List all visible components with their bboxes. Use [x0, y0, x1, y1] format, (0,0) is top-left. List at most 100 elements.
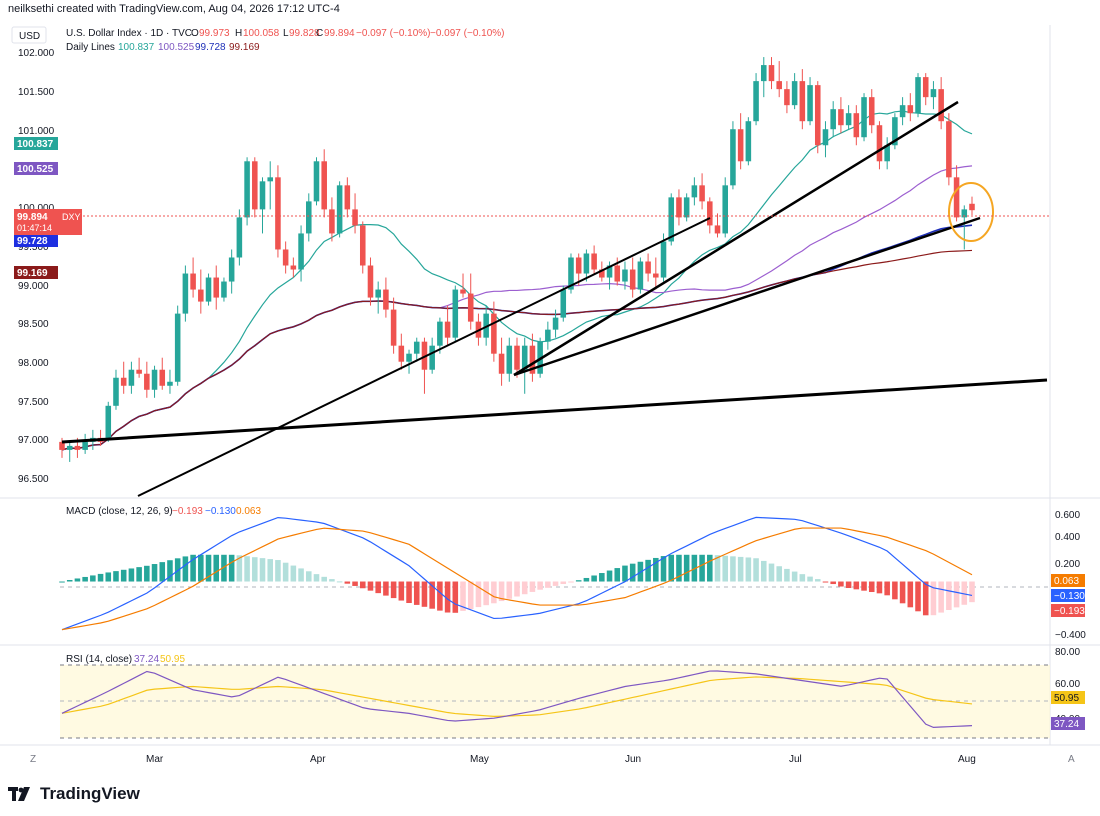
candle-body[interactable]: [784, 89, 790, 106]
candle-body[interactable]: [82, 441, 88, 450]
candle-body[interactable]: [668, 197, 675, 242]
candle-body[interactable]: [483, 313, 489, 338]
candle-body[interactable]: [66, 445, 73, 450]
candle-body[interactable]: [884, 145, 890, 162]
candle-body[interactable]: [575, 257, 582, 274]
candle-body[interactable]: [969, 203, 975, 211]
candle-body[interactable]: [892, 117, 898, 146]
candle-body[interactable]: [383, 289, 389, 310]
candlesticks[interactable]: [59, 57, 975, 462]
candle-body[interactable]: [282, 249, 289, 266]
candle-body[interactable]: [599, 269, 605, 278]
candle-body[interactable]: [59, 441, 65, 450]
candle-body[interactable]: [429, 345, 435, 370]
candle-body[interactable]: [252, 161, 258, 210]
candle-body[interactable]: [753, 81, 759, 122]
candle-body[interactable]: [367, 265, 374, 298]
highlight-circle[interactable]: [948, 182, 994, 242]
auto-scale-button[interactable]: A: [1068, 754, 1075, 765]
candle-body[interactable]: [915, 77, 921, 114]
candle-body[interactable]: [413, 341, 420, 354]
candle-body[interactable]: [452, 289, 459, 338]
candle-body[interactable]: [205, 277, 212, 302]
trendline-lower[interactable]: [513, 216, 981, 377]
candle-body[interactable]: [730, 129, 736, 186]
candle-body[interactable]: [614, 265, 621, 282]
candle-body[interactable]: [506, 345, 513, 374]
candle-body[interactable]: [128, 369, 135, 386]
candle-body[interactable]: [707, 201, 713, 226]
candle-body[interactable]: [498, 353, 505, 374]
candle-body[interactable]: [529, 345, 536, 374]
candle-body[interactable]: [930, 89, 937, 98]
candle-body[interactable]: [583, 253, 590, 274]
candle-body[interactable]: [845, 113, 852, 126]
candle-body[interactable]: [683, 197, 690, 218]
zoom-left-button[interactable]: Z: [30, 754, 36, 765]
candle-body[interactable]: [398, 345, 405, 362]
candle-body[interactable]: [390, 309, 397, 346]
candle-body[interactable]: [830, 109, 836, 130]
candle-body[interactable]: [198, 289, 204, 302]
main-pane[interactable]: [55, 25, 1050, 498]
candle-body[interactable]: [938, 89, 944, 122]
candle-body[interactable]: [313, 161, 320, 202]
candle-body[interactable]: [629, 269, 636, 290]
candle-body[interactable]: [437, 321, 443, 346]
candle-body[interactable]: [606, 265, 613, 278]
candle-body[interactable]: [737, 129, 744, 162]
candle-body[interactable]: [167, 381, 173, 386]
candle-body[interactable]: [221, 281, 227, 298]
candle-body[interactable]: [645, 261, 651, 274]
candle-body[interactable]: [105, 405, 112, 438]
candle-body[interactable]: [745, 121, 752, 162]
candle-body[interactable]: [853, 113, 860, 138]
price-axis[interactable]: 102.000 101.500 101.000 100.000 99.500 9…: [18, 48, 55, 485]
candle-body[interactable]: [660, 241, 667, 278]
trendline-steep[interactable]: [137, 217, 711, 497]
candle-body[interactable]: [267, 177, 273, 182]
candle-body[interactable]: [159, 369, 166, 386]
candle-body[interactable]: [907, 105, 914, 114]
candle-body[interactable]: [236, 217, 243, 258]
candle-body[interactable]: [637, 261, 644, 290]
trendline-long[interactable]: [61, 378, 1048, 444]
candle-body[interactable]: [298, 233, 304, 270]
candle-body[interactable]: [329, 209, 335, 234]
candle-body[interactable]: [861, 97, 867, 138]
candle-body[interactable]: [791, 81, 798, 106]
candle-body[interactable]: [521, 345, 528, 370]
candle-body[interactable]: [868, 97, 875, 126]
candle-body[interactable]: [761, 65, 767, 82]
candle-body[interactable]: [190, 273, 196, 290]
candle-body[interactable]: [922, 77, 929, 98]
candle-body[interactable]: [375, 289, 381, 298]
candle-body[interactable]: [359, 225, 366, 266]
trendlines[interactable]: [61, 100, 1048, 497]
candle-body[interactable]: [899, 105, 906, 118]
candle-body[interactable]: [113, 377, 119, 406]
candle-body[interactable]: [722, 185, 728, 234]
candle-body[interactable]: [961, 209, 968, 218]
candle-body[interactable]: [776, 81, 782, 90]
candle-body[interactable]: [136, 369, 142, 374]
rsi-pane[interactable]: [61, 670, 973, 728]
candle-body[interactable]: [182, 273, 189, 314]
candle-body[interactable]: [336, 185, 343, 234]
candle-body[interactable]: [444, 321, 451, 338]
candle-body[interactable]: [822, 129, 829, 146]
candle-body[interactable]: [699, 185, 705, 202]
candle-body[interactable]: [213, 277, 220, 298]
main-legend[interactable]: U.S. Dollar Index · 1D · TVC O 99.973 H …: [66, 28, 505, 53]
candle-body[interactable]: [174, 313, 181, 382]
candle-body[interactable]: [144, 373, 150, 390]
candle-body[interactable]: [838, 109, 844, 126]
candle-body[interactable]: [259, 181, 266, 210]
candle-body[interactable]: [676, 197, 682, 218]
candle-body[interactable]: [653, 273, 659, 278]
macd-pane[interactable]: [59, 516, 975, 631]
candle-body[interactable]: [799, 81, 806, 122]
candle-body[interactable]: [568, 257, 574, 290]
candle-body[interactable]: [467, 293, 474, 322]
candle-body[interactable]: [545, 329, 551, 342]
